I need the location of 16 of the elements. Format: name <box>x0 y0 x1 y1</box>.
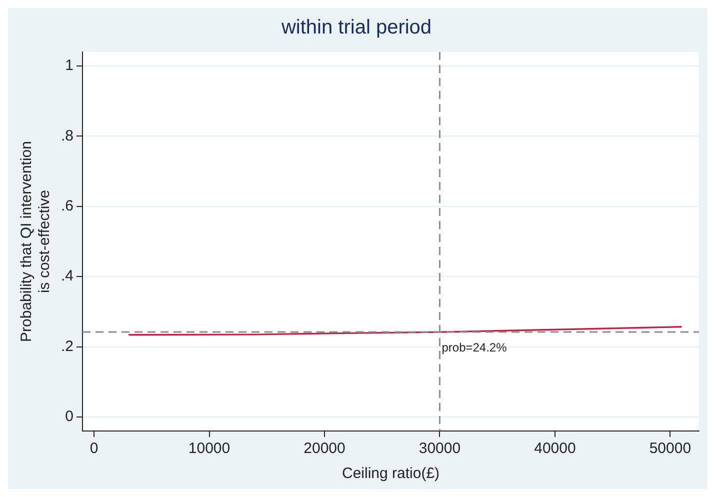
y-tick-label: .2 <box>60 338 74 355</box>
x-tick-label: 30000 <box>418 440 461 458</box>
y-tick-label: .6 <box>60 198 74 215</box>
ref-line-label: prob=24.2% <box>442 340 508 354</box>
y-tick-label: 1 <box>65 57 74 74</box>
x-tick-label: 40000 <box>534 440 576 458</box>
x-tick-label: 50000 <box>649 440 692 458</box>
x-tick-label: 0 <box>90 440 98 458</box>
y-axis-title: Probability that QI intervention is cost-effective <box>18 141 54 342</box>
y-tick-label: .4 <box>60 268 74 285</box>
x-tick-label: 10000 <box>188 440 230 458</box>
chart-title: within trial period <box>280 16 432 39</box>
x-axis-title: Ceiling ratio(£) <box>342 465 440 482</box>
y-tick-label: .8 <box>60 127 74 144</box>
x-tick-label: 20000 <box>304 440 346 458</box>
y-tick-label: 0 <box>65 408 74 426</box>
